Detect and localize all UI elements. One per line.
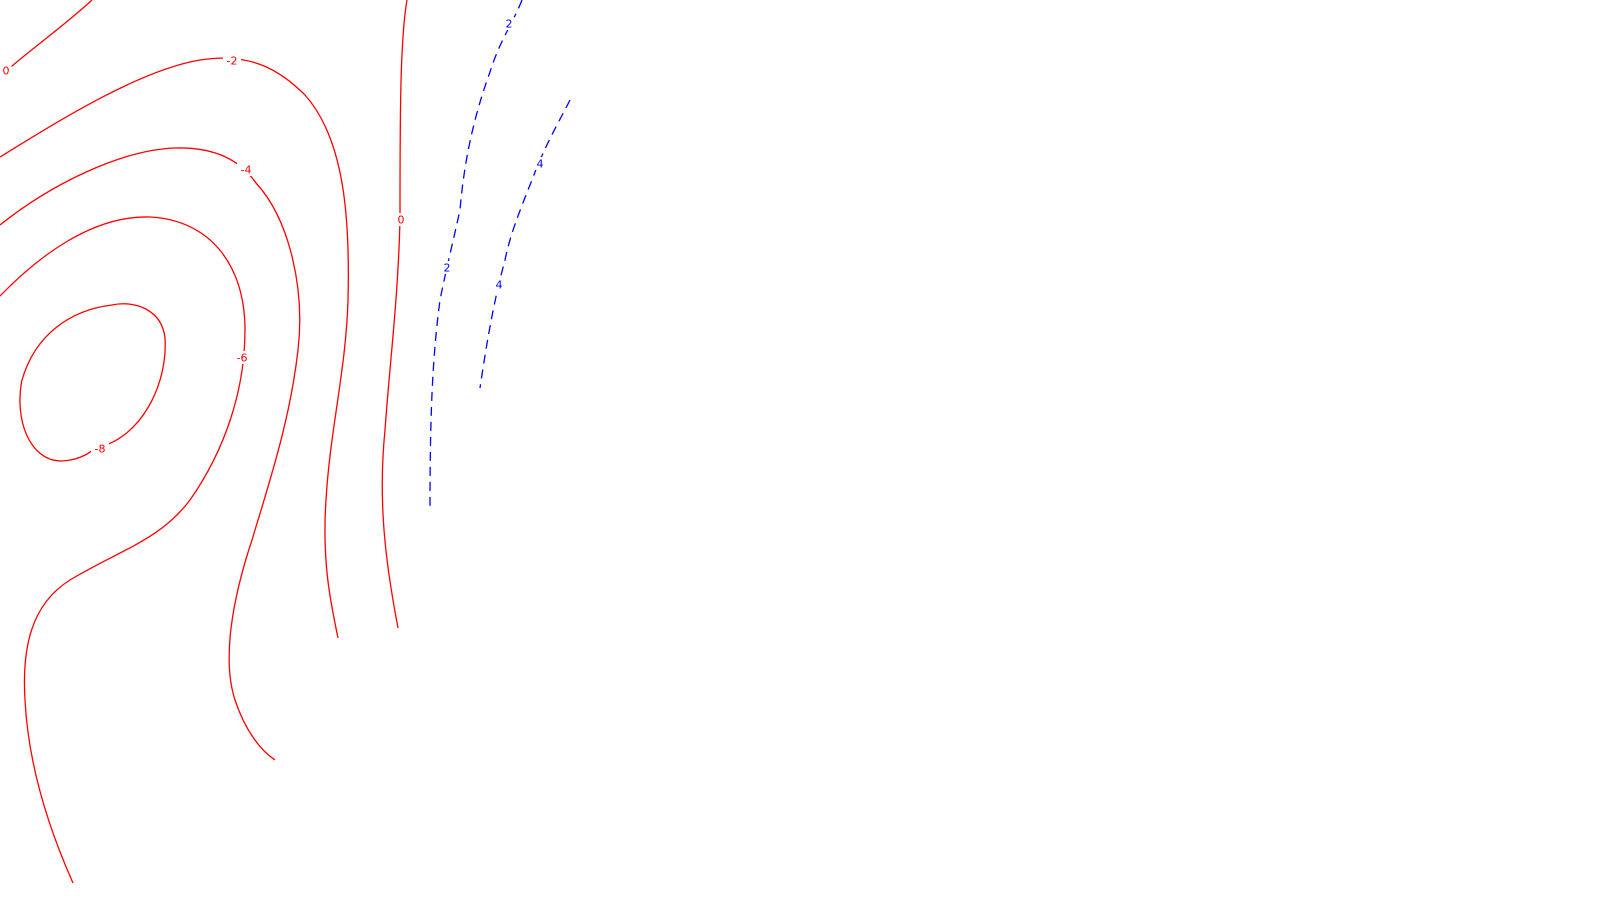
contour-line-neg-6 xyxy=(0,216,246,884)
contour-label-neg-4-0: -4 xyxy=(241,164,252,177)
contour-label-zero-a-0: 0 xyxy=(3,65,10,78)
contour-label-neg-8-0: -8 xyxy=(95,443,106,456)
contour-label-neg-6-0: -6 xyxy=(237,352,248,365)
contour-label-zero-b-0: 0 xyxy=(398,214,405,227)
contour-label-pos-4-0: 4 xyxy=(537,158,544,171)
contour-label-bg xyxy=(441,261,453,274)
contour-line-neg-8 xyxy=(19,303,166,462)
contour-line-pos-4 xyxy=(479,99,571,389)
contour-label-bg xyxy=(233,351,251,364)
contour-label-bg xyxy=(503,17,515,30)
contour-label-bg xyxy=(91,442,109,455)
contour-label-bg xyxy=(237,163,255,176)
contour-label-pos-2-1: 2 xyxy=(444,262,451,275)
contour-label-bg xyxy=(223,54,241,67)
contour-line-zero-b xyxy=(381,0,408,629)
contour-label-bg xyxy=(0,64,12,77)
contour-labels: -8 -6 -4 -2 0 0 2 2 4 4 xyxy=(0,17,546,456)
contour-line-pos-2 xyxy=(429,0,523,511)
contour-line-zero-a xyxy=(4,0,93,73)
contour-lines xyxy=(0,0,571,884)
contour-label-bg xyxy=(395,213,407,226)
contour-label-neg-2-0: -2 xyxy=(227,55,238,68)
contour-label-pos-4-1: 4 xyxy=(496,279,503,292)
contour-label-pos-2-0: 2 xyxy=(506,18,513,31)
contour-line-neg-2 xyxy=(0,57,350,639)
contour-label-bg xyxy=(534,157,546,170)
contour-line-neg-4 xyxy=(0,147,301,761)
contour-label-bg xyxy=(493,278,505,291)
